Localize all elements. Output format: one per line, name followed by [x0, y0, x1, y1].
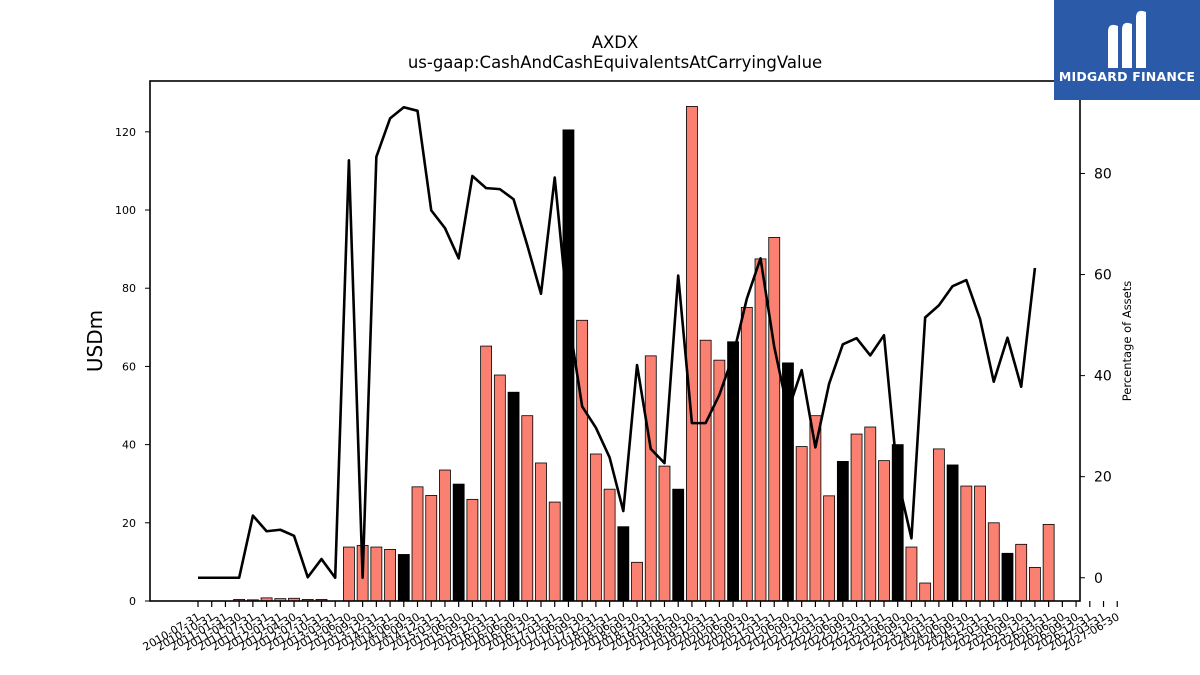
bar — [1042, 523, 1055, 602]
bar — [672, 488, 685, 602]
bar — [932, 448, 945, 602]
bar — [768, 236, 781, 602]
bar — [439, 469, 451, 602]
bar — [397, 554, 410, 602]
bar — [864, 426, 877, 602]
bar — [850, 433, 863, 602]
y-tick-label: 100 — [115, 204, 136, 217]
y2-tick-label: 40 — [1094, 369, 1112, 385]
logo-text: MIDGARD FINANCE — [1058, 69, 1196, 84]
y2-tick-label: 60 — [1094, 268, 1112, 284]
bar — [507, 391, 520, 602]
y-tick-label: 60 — [122, 360, 136, 373]
bar — [480, 345, 493, 602]
bar — [740, 306, 753, 602]
chart-title: AXDX — [592, 33, 639, 52]
percentage-line — [198, 105, 1037, 580]
bar — [1015, 543, 1028, 602]
y-tick-label: 40 — [122, 439, 136, 452]
bar — [974, 485, 986, 602]
bar — [836, 461, 849, 602]
line-group — [198, 105, 1037, 580]
y2-tick-label: 80 — [1094, 166, 1112, 182]
bar — [878, 460, 890, 602]
plot-frame — [149, 80, 1081, 602]
y-tick-label: 120 — [115, 126, 136, 139]
bar — [411, 486, 424, 602]
x-axis-ticks: 2010-07-312010-10-312011-01-312011-04-30… — [141, 601, 1122, 654]
bar — [823, 495, 836, 602]
chart-subtitle: us-gaap:CashAndCashEquivalentsAtCarrying… — [408, 53, 822, 72]
bar — [535, 462, 547, 602]
y-tick-label: 80 — [122, 282, 136, 295]
bar — [795, 446, 808, 602]
bar — [1029, 566, 1041, 602]
bar — [946, 464, 959, 602]
logo-mark-icon — [1108, 10, 1146, 68]
bar — [576, 319, 589, 602]
bar — [548, 501, 561, 602]
bar — [603, 488, 616, 602]
bar — [686, 106, 698, 602]
bar — [919, 582, 932, 602]
bar — [727, 341, 739, 602]
bar — [960, 485, 973, 602]
right-axis-ticks: 0 20 40 60 80 — [1080, 166, 1112, 587]
bar-group — [233, 106, 1055, 602]
midgard-finance-logo: MIDGARD FINANCE — [1054, 0, 1200, 100]
bar — [699, 339, 712, 602]
bar — [343, 546, 355, 602]
y2-tick-label: 0 — [1094, 571, 1103, 587]
y-tick-label: 0 — [129, 595, 136, 608]
bar — [987, 522, 1000, 602]
y-tick-label: 20 — [122, 517, 136, 530]
y2-tick-label: 20 — [1094, 470, 1112, 486]
bar — [466, 498, 479, 602]
bar — [452, 483, 465, 602]
left-axis-ticks: 0 20 40 60 80 100 120 — [115, 126, 150, 608]
bar — [384, 548, 396, 602]
bar — [617, 526, 630, 602]
bar — [1001, 552, 1014, 602]
bar — [905, 546, 918, 602]
bar — [493, 374, 506, 602]
bar — [589, 453, 602, 602]
bar — [370, 546, 383, 602]
bar — [521, 415, 534, 602]
bar — [425, 495, 438, 602]
y-axis-label: USDm — [83, 310, 107, 372]
y2-axis-label: Percentage of Assets — [1120, 281, 1134, 402]
bar — [562, 129, 575, 602]
bar — [631, 561, 643, 602]
bar — [658, 465, 671, 602]
bar — [754, 258, 767, 602]
bar — [644, 355, 657, 602]
